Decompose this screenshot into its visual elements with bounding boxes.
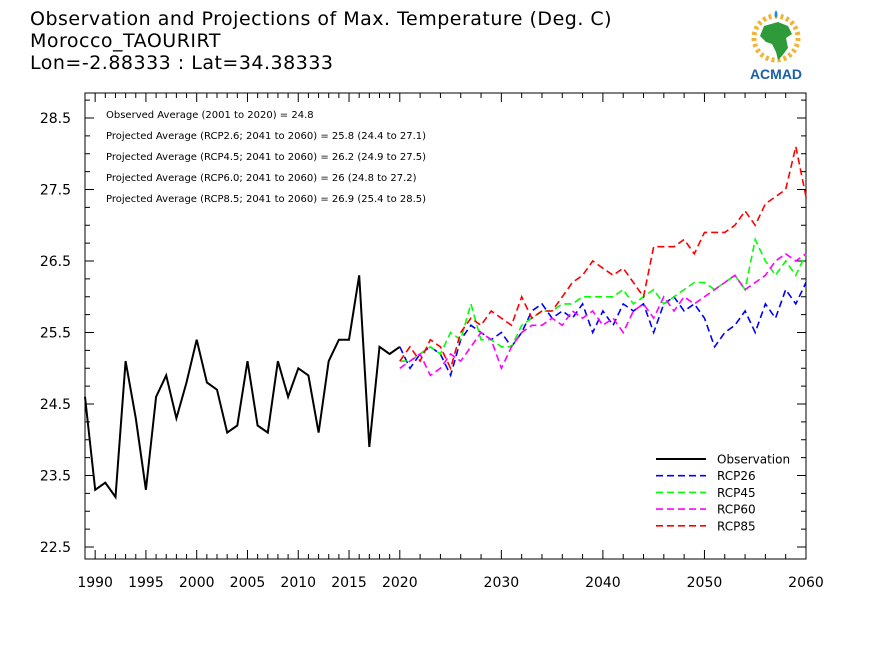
- acmad-logo: ACMAD: [750, 10, 802, 82]
- series-line-rcp85: [399, 146, 807, 371]
- legend-label: RCP60: [717, 503, 756, 517]
- x-tick-label: 2030: [484, 575, 520, 591]
- location-coords: Lon=-2.88333 : Lat=34.38333: [30, 52, 334, 74]
- plot-frame: [84, 92, 807, 560]
- chart-annotations: Observed Average (2001 to 2020) = 24.8 Pr…: [106, 110, 426, 205]
- chart-header: Observation and Projections of Max. Temp…: [30, 8, 612, 74]
- legend-label: RCP45: [717, 486, 756, 500]
- chart-legend: Observation RCP26 RCP45 RCP60 RCP85: [656, 453, 790, 533]
- annotation-line: Observed Average (2001 to 2020) = 24.8: [106, 110, 314, 121]
- x-tick-label: 1990: [77, 575, 113, 591]
- x-tick-label: 2010: [280, 575, 316, 591]
- legend-label: RCP85: [717, 519, 756, 533]
- x-tick-label: 2005: [230, 575, 266, 591]
- series-line-rcp26: [399, 282, 807, 378]
- x-tick-label: 2020: [382, 575, 418, 591]
- legend-label: Observation: [717, 453, 790, 467]
- x-tick-label: 1995: [128, 575, 164, 591]
- annotation-line: Projected Average (RCP6.0; 2041 to 2060)…: [106, 173, 417, 184]
- x-tick-label: 2060: [788, 575, 824, 591]
- y-tick-label: 28.5: [40, 111, 71, 127]
- series-line-observation: [84, 275, 401, 500]
- y-tick-label: 26.5: [40, 254, 71, 270]
- y-tick-label: 23.5: [40, 469, 71, 485]
- annotation-line: Projected Average (RCP4.5; 2041 to 2060)…: [106, 152, 426, 163]
- africa-continent-icon: [751, 10, 801, 63]
- x-tick-label: 2015: [331, 575, 367, 591]
- logo-text: ACMAD: [750, 66, 802, 82]
- y-tick-label: 27.5: [40, 183, 71, 199]
- annotation-line: Projected Average (RCP2.6; 2041 to 2060)…: [106, 131, 426, 142]
- x-tick-label: 2050: [687, 575, 723, 591]
- x-tick-label: 2000: [179, 575, 215, 591]
- chart-series: [84, 146, 807, 500]
- location-name: Morocco_TAOURIRT: [30, 30, 221, 52]
- chart-title: Observation and Projections of Max. Temp…: [30, 8, 613, 30]
- series-line-rcp60: [399, 252, 807, 377]
- y-tick-label: 24.5: [40, 397, 71, 413]
- annotation-line: Projected Average (RCP8.5; 2041 to 2060)…: [106, 194, 426, 205]
- series-line-rcp45: [399, 236, 807, 362]
- x-tick-label: 2040: [585, 575, 621, 591]
- legend-label: RCP26: [717, 469, 756, 483]
- chart-axes: 22.5 23.5 24.5 25.5 26.5 27.5 28.5 1990 1995 2000…: [40, 92, 824, 591]
- y-tick-label: 25.5: [40, 326, 71, 342]
- y-tick-label: 22.5: [40, 540, 71, 556]
